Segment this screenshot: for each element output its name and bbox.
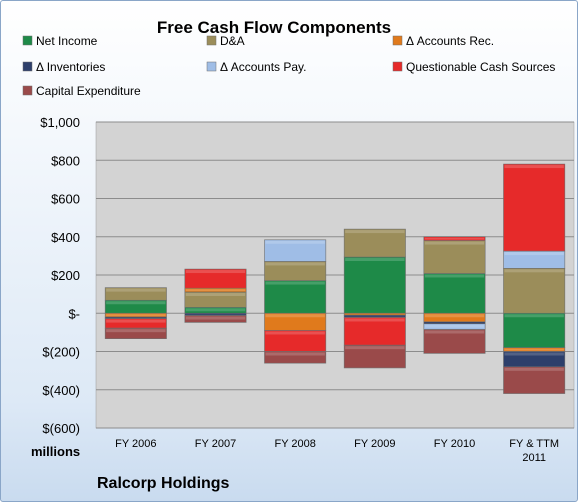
legend-swatch bbox=[23, 62, 32, 71]
legend: Net Income D&A Δ Accounts Rec. Δ Inventorie… bbox=[23, 34, 555, 98]
bar-highlight bbox=[106, 320, 165, 323]
bar-highlight bbox=[504, 165, 563, 168]
y-tick-label: $600 bbox=[51, 192, 80, 207]
bar-segment bbox=[503, 164, 564, 251]
bar-highlight bbox=[345, 230, 404, 233]
bar-highlight bbox=[106, 289, 165, 292]
bar-highlight bbox=[186, 270, 245, 273]
legend-label: Capital Expenditure bbox=[36, 84, 141, 98]
y-tick-label: $(600) bbox=[42, 421, 80, 436]
y-tick-label: $200 bbox=[51, 268, 80, 283]
bar-highlight bbox=[345, 346, 404, 349]
bar-highlight bbox=[345, 258, 404, 261]
legend-swatch bbox=[23, 86, 32, 95]
bar-highlight bbox=[106, 329, 165, 332]
bar-highlight bbox=[186, 317, 245, 320]
legend-swatch bbox=[23, 36, 32, 45]
chart-title: Free Cash Flow Components bbox=[157, 18, 391, 37]
x-tick-label: FY 2008 bbox=[274, 438, 315, 450]
y-tick-label: $(400) bbox=[42, 383, 80, 398]
bar-highlight bbox=[425, 274, 484, 277]
y-tick-label: $400 bbox=[51, 230, 80, 245]
y-axis: $1,000 $800 $600 $400 $200 $- $(200) $(400) $(60… bbox=[40, 115, 80, 436]
bar-highlight bbox=[265, 314, 324, 317]
legend-label: Δ Inventories bbox=[36, 60, 105, 74]
bar-segment bbox=[503, 367, 564, 394]
bar-segment bbox=[344, 229, 405, 257]
legend-label: Δ Accounts Rec. bbox=[406, 34, 494, 48]
bar-highlight bbox=[425, 325, 484, 328]
legend-label: Net Income bbox=[36, 34, 98, 48]
bar-segment bbox=[424, 241, 485, 274]
bar-highlight bbox=[265, 262, 324, 265]
bar-segment bbox=[264, 281, 325, 314]
bar-highlight bbox=[504, 269, 563, 272]
legend-swatch bbox=[207, 36, 216, 45]
bar-segment bbox=[503, 313, 564, 347]
bar-highlight bbox=[425, 242, 484, 245]
legend-label: Questionable Cash Sources bbox=[406, 60, 555, 74]
x-tick-label: FY 2006 bbox=[115, 438, 156, 450]
bar-highlight bbox=[504, 314, 563, 317]
x-axis: FY 2006 FY 2007 FY 2008 FY 2009 FY 2010 FY & … bbox=[115, 438, 559, 464]
y-tick-label: $(200) bbox=[42, 345, 80, 360]
x-tick-label: FY 2009 bbox=[354, 438, 395, 450]
bar-highlight bbox=[265, 331, 324, 334]
legend-swatch bbox=[393, 62, 402, 71]
bar-highlight bbox=[425, 314, 484, 317]
bar-highlight bbox=[425, 331, 484, 334]
company-name: Ralcorp Holdings bbox=[97, 475, 230, 492]
y-tick-label: $800 bbox=[51, 153, 80, 168]
x-tick-label: FY 2010 bbox=[434, 438, 475, 450]
legend-swatch bbox=[393, 36, 402, 45]
bar-highlight bbox=[106, 301, 165, 304]
bar-highlight bbox=[504, 349, 563, 351]
bar-segment bbox=[503, 268, 564, 313]
bar-highlight bbox=[504, 252, 563, 255]
bar-highlight bbox=[265, 282, 324, 285]
bar-highlight bbox=[186, 308, 245, 311]
bar-segment bbox=[344, 317, 405, 345]
bar-highlight bbox=[345, 318, 404, 321]
bar-segment bbox=[424, 273, 485, 313]
legend-label: D&A bbox=[220, 34, 245, 48]
bar-highlight bbox=[186, 293, 245, 296]
bar-highlight bbox=[106, 314, 165, 316]
legend-label: Δ Accounts Pay. bbox=[220, 60, 307, 74]
bar-highlight bbox=[265, 241, 324, 244]
bar-highlight bbox=[265, 353, 324, 356]
unit-label: millions bbox=[31, 444, 80, 459]
y-tick-label: $- bbox=[68, 306, 80, 321]
bar-highlight bbox=[504, 368, 563, 371]
y-tick-label: $1,000 bbox=[40, 115, 80, 130]
bar-highlight bbox=[504, 353, 563, 356]
bar-highlight bbox=[186, 289, 245, 291]
bar-segment bbox=[344, 257, 405, 313]
x-tick-label: FY 2007 bbox=[195, 438, 236, 450]
bar-highlight bbox=[425, 238, 484, 240]
legend-swatch bbox=[207, 62, 216, 71]
